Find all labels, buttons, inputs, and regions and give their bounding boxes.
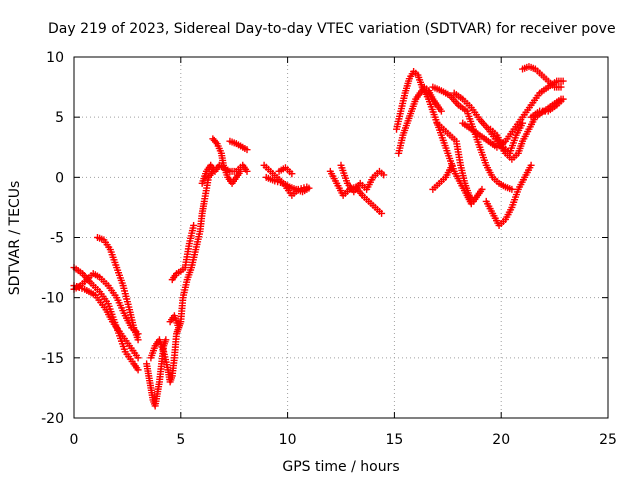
x-tick-label: 10 (279, 432, 297, 448)
data-markers (70, 63, 567, 410)
x-axis-label: GPS time / hours (282, 459, 399, 475)
data-point-track-8 (190, 221, 198, 229)
x-tick-label: 25 (599, 432, 617, 448)
data-point-track-4 (134, 336, 142, 344)
y-tick-label: 5 (55, 110, 64, 126)
data-point-track-14 (288, 170, 296, 178)
data-point-track-15 (378, 209, 386, 217)
x-tick-label: 0 (70, 432, 79, 448)
data-point-track-11 (243, 146, 251, 154)
data-point-track-13 (303, 183, 311, 191)
data-point-track-2 (134, 354, 142, 362)
data-point-track-16 (380, 171, 388, 179)
y-tick-labels: -20 -15 -10 -5 0 5 10 (41, 50, 64, 427)
data-point-track-10 (212, 138, 220, 146)
data-point-track-9 (243, 167, 251, 175)
data-point-track-26 (559, 95, 567, 103)
y-tick-label: -10 (41, 291, 64, 307)
chart-title: Day 219 of 2023, Sidereal Day-to-day VTE… (48, 21, 616, 37)
axis-ticks (73, 56, 609, 419)
data-point-track-1 (134, 366, 142, 374)
x-tick-label: 5 (176, 432, 185, 448)
y-tick-label: 0 (55, 170, 64, 186)
data-point-track-17 (437, 107, 445, 115)
data-point-track-19 (508, 185, 516, 193)
y-tick-label: -5 (50, 231, 64, 247)
data-point-track-24 (519, 119, 527, 127)
y-axis-label: SDTVAR / TECUs (7, 181, 23, 296)
data-point-track-27 (448, 161, 456, 169)
x-tick-label: 20 (492, 432, 510, 448)
data-point-track-23 (527, 161, 535, 169)
data-point-track-10 (237, 167, 245, 175)
data-point-track-5 (162, 336, 170, 344)
x-tick-label: 15 (385, 432, 403, 448)
data-point-track-25 (557, 83, 565, 91)
y-tick-label: -20 (41, 411, 64, 427)
data-point-track-20 (478, 185, 486, 193)
y-tick-label: -15 (41, 351, 64, 367)
y-tick-label: 10 (46, 50, 64, 66)
x-tick-labels: 0 5 10 15 20 25 (70, 432, 617, 448)
data-point-track-22 (559, 77, 567, 85)
